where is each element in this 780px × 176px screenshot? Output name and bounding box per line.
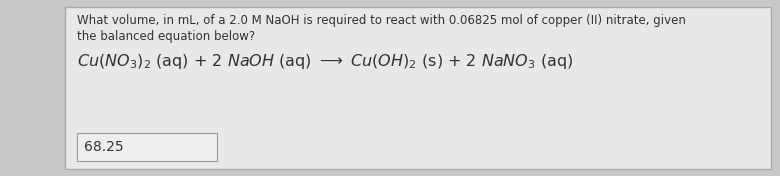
Text: What volume, in mL, of a 2.0 M NaOH is required to react with 0.06825 mol of cop: What volume, in mL, of a 2.0 M NaOH is r… <box>76 14 686 27</box>
FancyBboxPatch shape <box>76 133 217 161</box>
Text: the balanced equation below?: the balanced equation below? <box>76 30 255 43</box>
Text: 68.25: 68.25 <box>83 140 123 154</box>
FancyBboxPatch shape <box>65 7 771 169</box>
Text: $\it{Cu(NO_3)_2}$ (aq) + 2 $\it{NaOH}$ (aq) $\longrightarrow$ $\it{Cu(OH)_2}$ (s: $\it{Cu(NO_3)_2}$ (aq) + 2 $\it{NaOH}$ (… <box>76 52 573 71</box>
